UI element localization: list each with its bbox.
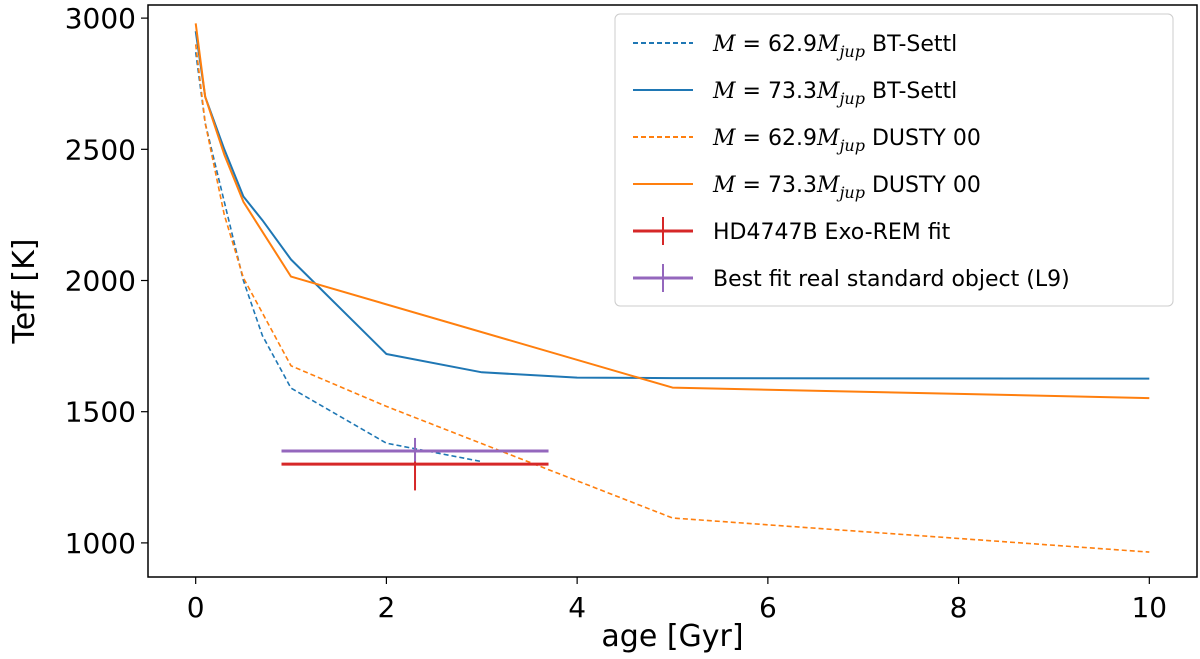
x-tick-label: 10: [1131, 591, 1167, 624]
series-line-3: [194, 44, 1150, 553]
legend-label: Best fit real standard object (L9): [713, 267, 1070, 292]
x-tick-label: 4: [568, 591, 586, 624]
y-tick-label: 2500: [65, 133, 136, 166]
x-tick-label: 0: [187, 591, 205, 624]
legend-label: HD4747B Exo-REM fit: [713, 220, 951, 245]
legend-entry-5: HD4747B Exo-REM fit: [633, 217, 951, 245]
series-line-4: [194, 23, 1150, 400]
x-tick-label: 6: [759, 591, 777, 624]
x-tick-label: 2: [377, 591, 395, 624]
plot-frame: [147, 4, 1198, 578]
x-tick-label: 8: [950, 591, 968, 624]
y-tick-label: 2000: [65, 265, 136, 298]
y-axis: 1000 1500 2000 2500 3000: [65, 2, 148, 560]
plot-area: [194, 23, 1150, 553]
y-axis-label: Teff [K]: [7, 239, 42, 345]
series-line-1: [194, 52, 482, 463]
errorbar-point-2: [281, 437, 549, 462]
legend-entry-2: M = 73.3Mjup BT-Settl: [633, 79, 957, 108]
y-tick-label: 1000: [65, 527, 136, 560]
legend: M = 62.9Mjup BT-Settl M = 73.3Mjup BT-Set…: [614, 13, 1174, 307]
legend-label: M = 62.9Mjup DUSTY 00: [712, 126, 981, 155]
y-tick-label: 3000: [65, 2, 136, 35]
y-tick-label: 1500: [65, 396, 136, 429]
x-axis-label: age [Gyr]: [601, 619, 743, 654]
series-line-2: [194, 31, 1150, 380]
legend-box: [614, 13, 1174, 307]
legend-entry-1: M = 62.9Mjup BT-Settl: [633, 32, 957, 61]
legend-label: M = 73.3Mjup BT-Settl: [712, 79, 957, 108]
x-axis: 0 2 4 6 8 10: [187, 577, 1167, 624]
legend-entry-6: Best fit real standard object (L9): [633, 264, 1070, 292]
legend-label: M = 73.3Mjup DUSTY 00: [712, 173, 981, 202]
legend-entry-4: M = 73.3Mjup DUSTY 00: [633, 173, 981, 202]
legend-label: M = 62.9Mjup BT-Settl: [712, 32, 957, 61]
legend-entry-3: M = 62.9Mjup DUSTY 00: [633, 126, 981, 155]
